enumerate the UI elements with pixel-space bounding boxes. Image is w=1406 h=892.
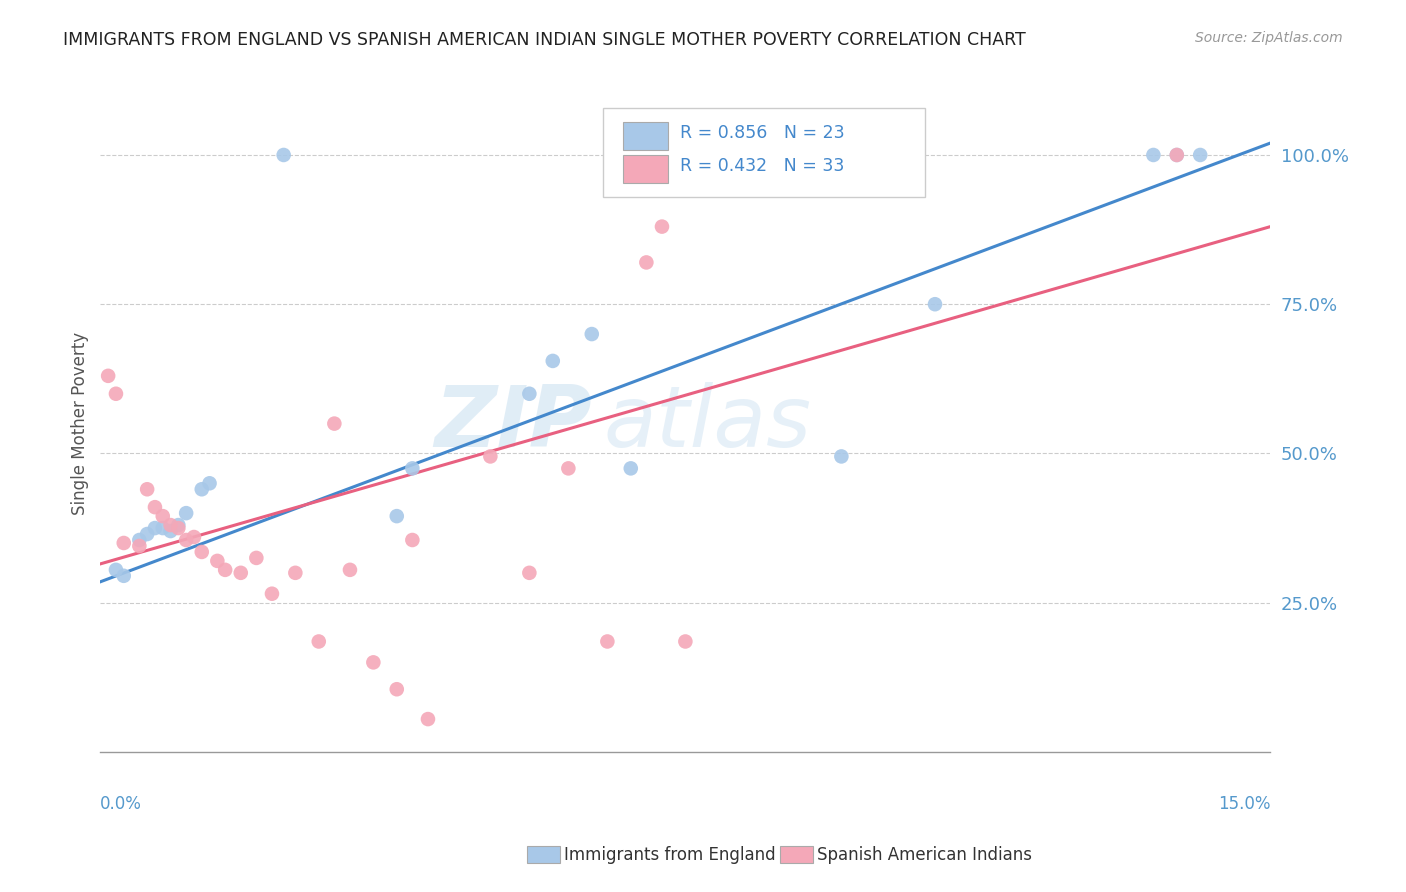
Point <box>596 634 619 648</box>
Point <box>620 461 643 475</box>
Point <box>323 417 346 431</box>
Point <box>214 563 236 577</box>
Point <box>416 712 439 726</box>
Text: atlas: atlas <box>603 382 811 465</box>
Text: 15.0%: 15.0% <box>1218 795 1271 813</box>
Text: Source: ZipAtlas.com: Source: ZipAtlas.com <box>1195 31 1343 45</box>
Point <box>159 518 181 533</box>
Point <box>183 530 205 544</box>
Point <box>174 506 197 520</box>
Point <box>1166 148 1188 162</box>
Point <box>159 524 181 538</box>
Point <box>924 297 946 311</box>
Text: R = 0.432   N = 33: R = 0.432 N = 33 <box>679 157 844 175</box>
Point <box>385 682 408 697</box>
Point <box>363 656 385 670</box>
Point <box>143 521 166 535</box>
Point <box>112 569 135 583</box>
Point <box>229 566 252 580</box>
Text: 0.0%: 0.0% <box>100 795 142 813</box>
Point <box>339 563 361 577</box>
Point <box>190 482 212 496</box>
Point <box>673 634 696 648</box>
Point <box>207 554 229 568</box>
Point <box>830 450 852 464</box>
Point <box>167 521 190 535</box>
Point <box>245 550 267 565</box>
Point <box>112 536 135 550</box>
Point <box>651 219 673 234</box>
Point <box>519 386 541 401</box>
Point <box>581 327 603 342</box>
Point <box>636 255 658 269</box>
Point <box>401 461 423 475</box>
Text: ZIP: ZIP <box>434 382 592 465</box>
Point <box>1166 148 1188 162</box>
Point <box>136 482 159 496</box>
Point <box>152 521 174 535</box>
Point <box>479 450 502 464</box>
Y-axis label: Single Mother Poverty: Single Mother Poverty <box>72 332 89 516</box>
FancyBboxPatch shape <box>623 155 668 183</box>
Point <box>128 533 150 547</box>
Point <box>557 461 579 475</box>
Point <box>128 539 150 553</box>
Point <box>260 587 283 601</box>
Point <box>198 476 221 491</box>
Point <box>1189 148 1212 162</box>
Point <box>167 518 190 533</box>
Point <box>97 368 120 383</box>
Point <box>174 533 197 547</box>
Point <box>143 500 166 515</box>
FancyBboxPatch shape <box>603 109 925 197</box>
FancyBboxPatch shape <box>623 122 668 150</box>
Text: Spanish American Indians: Spanish American Indians <box>817 846 1032 863</box>
Text: Immigrants from England: Immigrants from England <box>564 846 776 863</box>
Point <box>190 545 212 559</box>
Point <box>1142 148 1164 162</box>
Point <box>401 533 423 547</box>
Point <box>273 148 295 162</box>
Point <box>104 386 127 401</box>
Point <box>385 509 408 524</box>
Text: IMMIGRANTS FROM ENGLAND VS SPANISH AMERICAN INDIAN SINGLE MOTHER POVERTY CORRELA: IMMIGRANTS FROM ENGLAND VS SPANISH AMERI… <box>63 31 1026 49</box>
Point <box>136 527 159 541</box>
Point <box>152 509 174 524</box>
Point <box>519 566 541 580</box>
Point <box>541 354 564 368</box>
Point <box>104 563 127 577</box>
Text: R = 0.856   N = 23: R = 0.856 N = 23 <box>679 124 844 143</box>
Point <box>308 634 330 648</box>
Point <box>284 566 307 580</box>
